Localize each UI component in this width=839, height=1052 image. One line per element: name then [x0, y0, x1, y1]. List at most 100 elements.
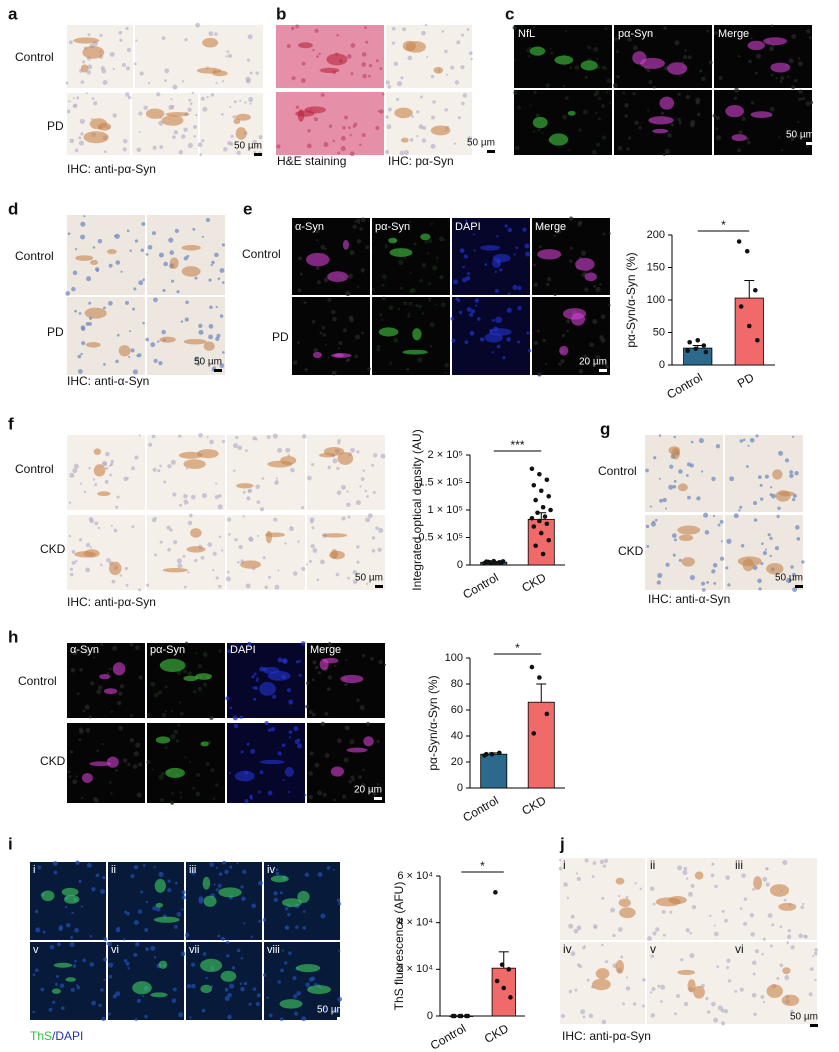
cell — [183, 585, 187, 589]
cell — [814, 979, 817, 982]
cell — [682, 870, 688, 876]
cell — [311, 526, 315, 530]
cell — [236, 948, 241, 953]
cell — [375, 526, 379, 530]
cell — [296, 660, 300, 664]
micrograph — [132, 91, 198, 155]
cell — [653, 456, 657, 460]
cell — [110, 462, 114, 466]
cell — [287, 951, 292, 956]
cell — [349, 250, 355, 256]
cell — [190, 494, 196, 500]
cell — [280, 968, 284, 973]
cell — [673, 480, 677, 483]
cell — [255, 1001, 260, 1007]
cell — [600, 314, 606, 320]
cell — [454, 80, 460, 85]
cell — [284, 907, 289, 911]
stain — [389, 248, 413, 257]
cell — [173, 540, 178, 545]
cell — [664, 148, 670, 154]
cell — [276, 144, 281, 149]
cell — [758, 587, 762, 591]
cell — [106, 941, 110, 946]
cell — [270, 727, 276, 732]
data-point — [452, 1013, 457, 1019]
cell — [469, 312, 474, 317]
micrograph — [186, 940, 262, 1020]
micrograph — [133, 22, 263, 90]
stain — [584, 272, 597, 282]
cell — [526, 48, 531, 53]
cell — [185, 467, 188, 470]
cell — [726, 966, 730, 970]
cell — [152, 467, 157, 472]
cell — [584, 287, 589, 292]
cell — [273, 897, 278, 903]
cell — [466, 28, 470, 31]
cell — [789, 473, 794, 479]
label: c — [505, 4, 514, 23]
cell — [127, 966, 130, 970]
cell — [153, 692, 159, 698]
data-point — [506, 967, 512, 972]
cell — [659, 498, 664, 503]
cell — [69, 567, 74, 571]
cell — [317, 872, 323, 877]
cell — [74, 247, 78, 251]
cell — [235, 435, 239, 440]
cell — [761, 542, 764, 545]
label: g — [600, 419, 610, 438]
cell — [70, 668, 76, 673]
cell — [292, 976, 297, 981]
cell — [770, 73, 774, 77]
cell — [42, 930, 46, 934]
cell — [359, 704, 365, 711]
cell — [753, 1012, 757, 1017]
cell — [54, 982, 58, 986]
cell — [762, 937, 766, 941]
cell — [306, 475, 312, 481]
cell — [160, 798, 165, 803]
stain — [725, 105, 744, 118]
cell — [733, 96, 737, 100]
cell — [792, 587, 798, 593]
cell — [249, 794, 253, 799]
cell — [185, 300, 189, 305]
cell — [300, 78, 306, 83]
cell — [458, 310, 463, 315]
data-point — [501, 985, 507, 991]
cell — [624, 114, 628, 118]
label: 20 µm — [354, 785, 382, 796]
cell — [424, 23, 428, 27]
cell — [525, 251, 531, 257]
stain — [615, 877, 625, 885]
cell — [365, 582, 369, 586]
cell — [230, 134, 234, 139]
data-point — [458, 1013, 464, 1019]
cell — [683, 866, 688, 871]
cell — [242, 869, 247, 874]
cell — [163, 261, 168, 267]
data-point — [693, 346, 699, 352]
cell — [790, 1009, 794, 1014]
cell — [88, 301, 92, 305]
cell — [123, 959, 128, 963]
data-point — [493, 560, 498, 566]
label: Merge — [535, 221, 566, 233]
cell — [672, 553, 676, 557]
cell — [250, 748, 256, 754]
stain — [559, 345, 569, 356]
cell — [134, 239, 139, 243]
label: IHC: anti-pα-Syn — [562, 1029, 651, 1043]
cell — [739, 907, 743, 911]
cell — [372, 288, 376, 291]
cell — [67, 770, 71, 774]
cell — [144, 928, 149, 932]
cell — [69, 138, 75, 144]
cell — [779, 925, 783, 929]
stain — [220, 970, 237, 982]
cell — [227, 1014, 232, 1020]
label: iii — [735, 858, 743, 872]
cell — [405, 367, 410, 371]
